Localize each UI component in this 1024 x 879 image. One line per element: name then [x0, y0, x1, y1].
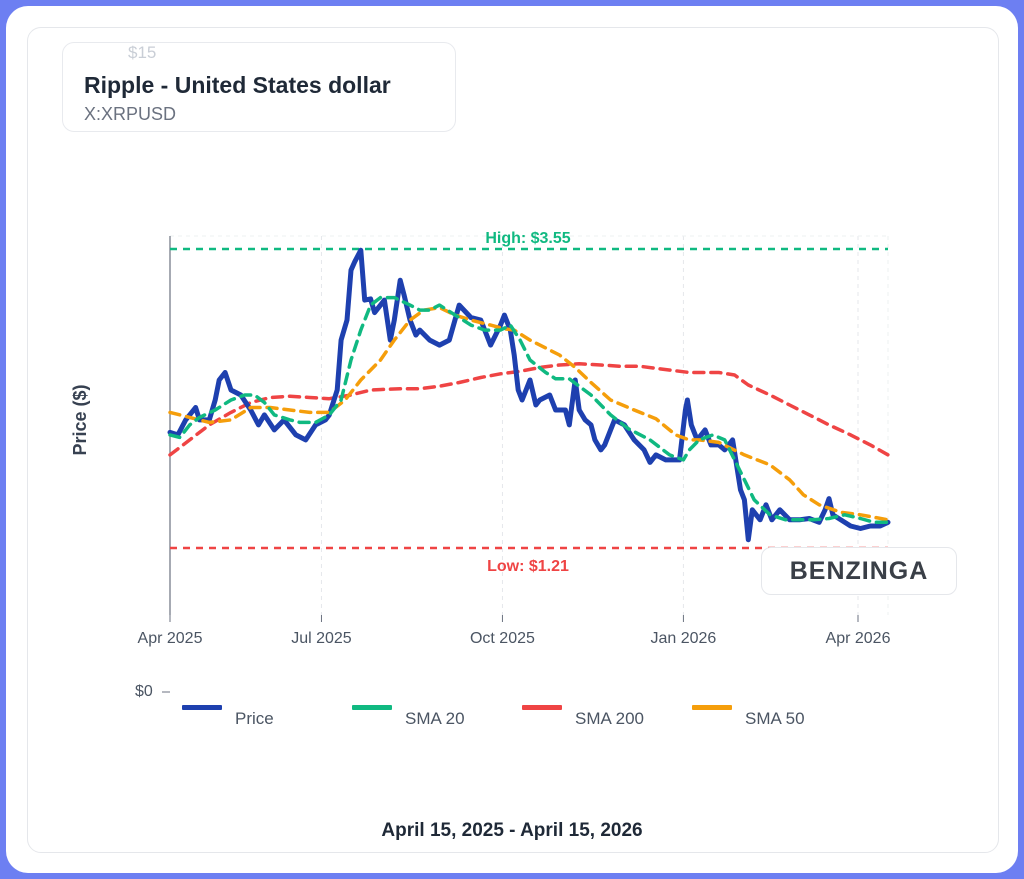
- legend-swatch: [352, 705, 392, 710]
- legend: Price SMA 20 SMA 200 SMA 50: [182, 700, 862, 730]
- x-tick-label: Jan 2026: [650, 630, 716, 647]
- legend-label: SMA 20: [405, 709, 465, 728]
- x-tick-label: Jul 2025: [291, 630, 352, 647]
- legend-swatch: [692, 705, 732, 710]
- legend-label: SMA 50: [745, 709, 805, 728]
- legend-swatch: [182, 705, 222, 710]
- y-tick-ghost: $15: [128, 43, 157, 62]
- chart-title: Ripple - United States dollar: [84, 72, 391, 98]
- benzinga-watermark: BENZINGA: [761, 547, 957, 595]
- series-line-sma50: [168, 305, 890, 522]
- x-tick-label: Oct 2025: [470, 630, 535, 647]
- legend-item-sma20[interactable]: SMA 20: [352, 700, 522, 730]
- y-axis-label: Price ($): [70, 384, 90, 455]
- x-tick-label: Apr 2026: [826, 630, 891, 647]
- legend-item-price[interactable]: Price: [182, 700, 352, 730]
- legend-swatch: [522, 705, 562, 710]
- series-line-price: [167, 247, 891, 543]
- legend-label: Price: [235, 709, 274, 728]
- y-tick-zero: $0: [135, 683, 153, 700]
- x-tick-label: Apr 2025: [138, 630, 203, 647]
- series-line-sma200: [168, 362, 890, 457]
- title-card: [62, 42, 456, 132]
- low-label: Low: $1.21: [487, 558, 569, 575]
- series-line-sma20: [168, 295, 890, 525]
- high-label: High: $3.55: [485, 230, 570, 247]
- legend-item-sma50[interactable]: SMA 50: [692, 700, 862, 730]
- legend-item-sma200[interactable]: SMA 200: [522, 700, 692, 730]
- ticker-symbol: X:XRPUSD: [84, 104, 177, 124]
- date-range: April 15, 2025 - April 15, 2026: [381, 820, 643, 841]
- legend-label: SMA 200: [575, 709, 644, 728]
